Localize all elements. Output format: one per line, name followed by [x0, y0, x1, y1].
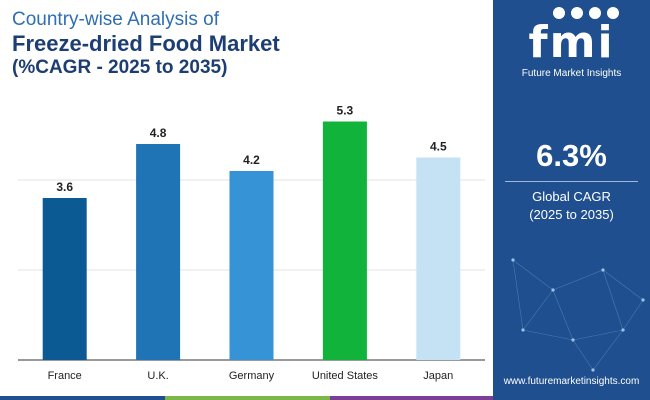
bottom-bar-green — [165, 396, 330, 400]
bar-u-k — [136, 144, 181, 360]
cagr-label-text: Global CAGR — [532, 189, 611, 204]
title-line-2: Freeze-dried Food Market — [12, 31, 280, 56]
x-tick-label: Japan — [423, 370, 453, 382]
bottom-bar-purple — [330, 396, 493, 400]
bar-united-states — [322, 121, 367, 360]
network-decoration — [511, 258, 645, 372]
data-label: 3.6 — [56, 180, 73, 194]
x-tick-label: U.K. — [147, 370, 168, 382]
bottom-bar-navy — [493, 396, 650, 400]
x-tick-label: United States — [312, 370, 379, 382]
global-cagr-label: Global CAGR (2025 to 2035) — [493, 188, 650, 224]
cagr-period-text: (2025 to 2035) — [529, 207, 614, 222]
title-line-1: Country-wise Analysis of — [12, 9, 219, 30]
x-tick-label: France — [48, 370, 82, 382]
data-label: 4.5 — [430, 140, 447, 154]
title-line-3: (%CAGR - 2025 to 2035) — [12, 57, 228, 78]
fmi-logo: fmi Future Market Insights — [493, 6, 650, 80]
logo-text: fmi — [528, 17, 615, 68]
logo-icons — [553, 7, 619, 19]
bar-japan — [416, 157, 461, 360]
data-label: 5.3 — [337, 104, 354, 118]
bar-germany — [229, 171, 274, 360]
bar-chart: 3.6 France 4.8 U.K. 4.2 Germany 5.3 United Stat… — [18, 104, 485, 382]
logo-subtitle: Future Market Insights — [521, 68, 622, 79]
x-tick-label: Germany — [229, 370, 275, 382]
website-url: www.futuremarketinsights.com — [503, 376, 640, 387]
right-panel: fmi Future Market Insights 6.3% Global C… — [493, 0, 650, 400]
bar-france — [42, 198, 87, 360]
bottom-bar-blue — [0, 396, 165, 400]
global-cagr-value: 6.3% — [536, 138, 607, 173]
chart-title: Country-wise Analysis of Freeze-dried Fo… — [12, 8, 280, 79]
data-label: 4.8 — [150, 126, 167, 140]
cagr-divider — [505, 181, 638, 182]
data-label: 4.2 — [243, 153, 260, 167]
